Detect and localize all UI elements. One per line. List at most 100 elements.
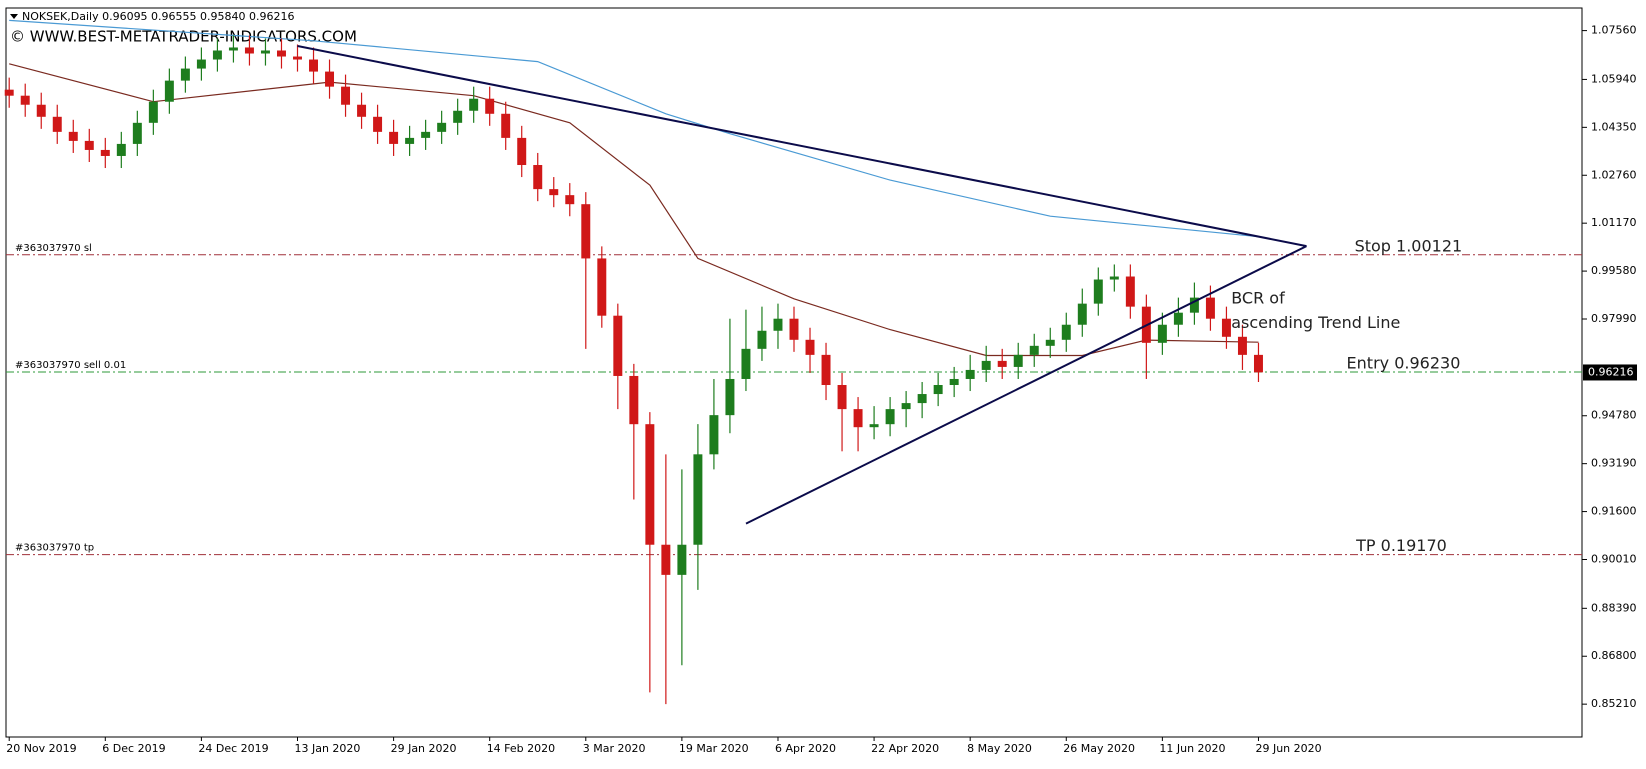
x-tick-label: 29 Jun 2020 [1255,742,1321,755]
candle-body [645,424,655,545]
x-tick-label: 24 Dec 2019 [198,742,268,755]
x-tick-label: 20 Nov 2019 [6,742,76,755]
x-tick-label: 26 May 2020 [1063,742,1135,755]
candle-body [757,330,767,349]
candle-body [276,50,286,57]
y-tick-label: 0.85210 [1591,697,1637,710]
candle-body [421,131,431,138]
candle-body [773,318,783,331]
order-tag: #363037970 sl [15,243,92,254]
candle-body [212,50,222,60]
x-tick-label: 8 May 2020 [967,742,1032,755]
candle-body [244,47,254,54]
x-tick-label: 19 Mar 2020 [679,742,749,755]
candle-body [437,122,447,132]
chart-title: NOKSEK,Daily 0.96095 0.96555 0.95840 0.9… [22,10,295,23]
candle-body [1173,312,1183,325]
candle-body [741,348,751,379]
candle-body [52,116,62,132]
candle-body [1045,339,1055,346]
candle-body [20,95,30,105]
x-tick-label: 3 Mar 2020 [583,742,646,755]
candle-body [1189,297,1199,313]
x-tick-label: 14 Feb 2020 [487,742,555,755]
candle-body [533,165,543,190]
candle-body [1253,354,1263,373]
candle-body [549,189,559,196]
y-tick-label: 0.93190 [1591,457,1637,470]
candle-body [997,360,1007,367]
candle-body [148,101,158,123]
y-tick-label: 1.02760 [1591,168,1637,181]
y-tick-label: 1.04350 [1591,120,1637,133]
candle-body [164,80,174,102]
candle-body [965,369,975,379]
current-price-box [1583,364,1637,381]
candle-body [1013,354,1023,367]
candle-body [933,385,943,395]
y-tick-label: 1.05940 [1591,72,1637,85]
candle-body [1205,297,1215,319]
candle-body [228,47,238,51]
candle-body [597,258,607,316]
candle-body [789,318,799,340]
candle-body [517,137,527,166]
candle-body [1221,318,1231,337]
x-tick-label: 29 Jan 2020 [391,742,457,755]
candle-body [132,122,142,144]
x-tick-label: 6 Dec 2019 [102,742,165,755]
candle-body [501,113,511,138]
candle-body [821,354,831,386]
order-tag: #363037970 tp [15,543,94,554]
moving-average [9,19,1259,238]
x-tick-label: 22 Apr 2020 [871,742,939,755]
candle-body [917,394,927,404]
order-label: Entry 0.96230 [1347,354,1461,373]
y-tick-label: 0.97990 [1591,312,1637,325]
trend-line [745,245,1307,525]
y-tick-label: 0.99580 [1591,264,1637,277]
candle-body [293,56,302,60]
order-tag: #363037970 sell 0.01 [15,360,126,371]
annotation: ascending Trend Line [1231,313,1400,332]
current-price-label: 0.96216 [1588,365,1634,378]
candle-body [1093,279,1103,304]
candle-body [709,415,719,455]
watermark: © WWW.BEST-METATRADER-INDICATORS.COM [10,28,357,46]
candle-body [357,104,367,117]
candle-body [100,149,110,156]
candle-body [981,360,991,370]
candle-body [485,98,495,114]
candle-body [581,204,591,259]
candle-body [661,544,671,575]
candle-body [949,378,959,386]
y-tick-label: 1.07560 [1591,24,1637,37]
candle-body [1029,345,1039,355]
y-tick-label: 0.88390 [1591,601,1637,614]
candle-body [853,409,863,428]
candle-body [1061,324,1071,340]
candle-body [1125,276,1135,307]
annotation: BCR of [1231,288,1285,307]
trend-line [297,45,1307,248]
candle-body [453,110,463,123]
y-tick-label: 0.86800 [1591,649,1637,662]
candle-body [1077,303,1087,325]
candle-body [325,71,335,87]
candle-body [196,59,206,69]
candle-body [116,143,126,156]
candle-body [389,131,399,144]
candle-body [469,98,479,111]
candle-body [84,140,94,150]
candle-body [405,137,415,144]
candle-body [68,131,78,141]
candle-body [869,424,879,428]
candle-body [4,89,14,96]
candle-body [309,59,318,72]
x-tick-label: 11 Jun 2020 [1159,742,1225,755]
candle-body [837,385,847,410]
candle-body [260,50,270,54]
x-tick-label: 6 Apr 2020 [775,742,836,755]
candle-body [885,409,895,425]
